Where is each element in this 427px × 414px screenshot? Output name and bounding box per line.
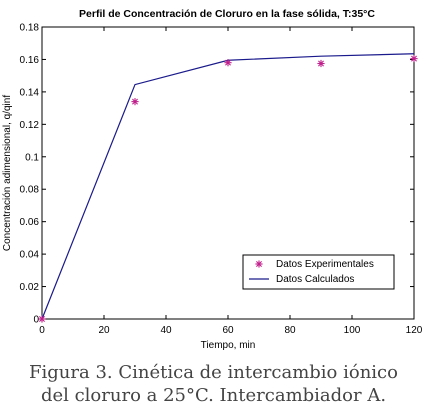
data-point-experimental <box>38 315 46 323</box>
y-tick-label: 0.16 <box>20 55 40 66</box>
data-point-experimental <box>410 55 418 63</box>
chart-title: Perfil de Concentración de Cloruro en la… <box>79 8 375 20</box>
y-axis: 0 0.02 0.04 0.06 0.08 0.1 0.12 0.14 0.16 0.18 <box>20 23 414 326</box>
figure-caption-line-1: Figura 3. Cinética de intercambio iónico <box>29 362 398 383</box>
x-axis: 0 20 40 60 80 100 120 <box>39 27 423 336</box>
y-tick-label: 0 <box>33 315 39 326</box>
y-tick-label: 0.1 <box>25 152 39 163</box>
y-tick-label: 0.04 <box>20 250 40 261</box>
legend-asterisk-icon <box>255 260 263 268</box>
x-tick-label: 120 <box>406 325 423 336</box>
y-tick-label: 0.12 <box>20 120 40 131</box>
legend-label-calculated: Datos Calculados <box>276 274 354 285</box>
legend: Datos Experimentales Datos Calculados <box>242 254 395 290</box>
y-tick-label: 0.06 <box>20 217 40 228</box>
data-point-experimental <box>317 59 325 68</box>
x-tick-label: 20 <box>98 325 110 336</box>
y-tick-label: 0.14 <box>20 87 40 98</box>
data-point-experimental <box>224 59 232 67</box>
series-layer <box>38 53 418 323</box>
y-tick-label: 0.18 <box>20 23 40 34</box>
y-axis-label: Concentración adimensional, q/qinf <box>2 95 13 251</box>
y-tick-label: 0.02 <box>20 282 40 293</box>
chart: Perfil de Concentración de Cloruro en la… <box>2 8 423 351</box>
x-tick-label: 0 <box>39 325 45 336</box>
legend-marker-experimental <box>255 260 263 268</box>
legend-box <box>242 254 395 290</box>
x-tick-label: 40 <box>160 325 172 336</box>
x-tick-label: 100 <box>344 325 361 336</box>
y-tick-label: 0.08 <box>20 185 40 196</box>
legend-label-experimental: Datos Experimentales <box>276 259 374 270</box>
data-point-experimental <box>131 98 139 106</box>
x-tick-label: 80 <box>284 325 296 336</box>
x-tick-label: 60 <box>222 325 234 336</box>
x-axis-label: Tiempo, min <box>201 340 256 351</box>
figure-caption-line-2: del cloruro a 25°C. Intercambiador A. <box>40 385 387 406</box>
